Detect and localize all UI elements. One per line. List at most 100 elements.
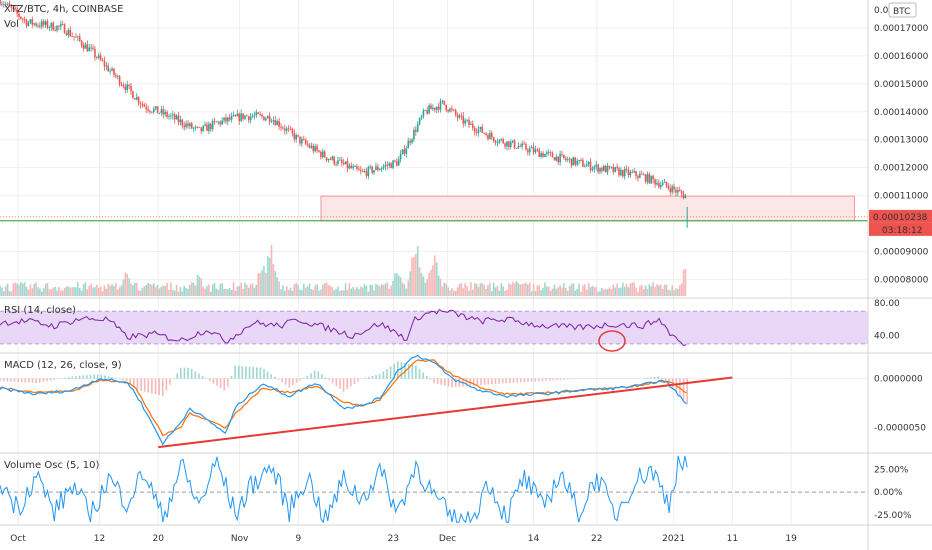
macd-histogram-bar xyxy=(653,376,656,379)
candle xyxy=(164,109,166,117)
candle xyxy=(380,166,383,172)
volume-bar xyxy=(603,289,605,296)
candle xyxy=(684,193,687,199)
volume-bar xyxy=(563,283,565,296)
rsi-line[interactable] xyxy=(0,308,687,346)
candle xyxy=(441,99,444,104)
candle-body xyxy=(570,158,573,166)
candle-body xyxy=(498,139,501,143)
candle-body xyxy=(490,133,493,138)
candle-body xyxy=(111,68,113,71)
volume-bar xyxy=(67,286,70,296)
candle xyxy=(359,166,362,175)
candle xyxy=(409,138,411,146)
macd-histogram-bar xyxy=(686,378,688,405)
rsi-pane[interactable]: 80.00 40.00 xyxy=(0,299,900,346)
volume-bar xyxy=(219,283,222,296)
candle-body xyxy=(128,84,130,87)
volume-bar xyxy=(37,287,39,296)
candle xyxy=(650,175,653,185)
volume-osc-pane[interactable]: 25.00% 0.00% -25.00% xyxy=(0,455,912,524)
candle xyxy=(80,40,83,48)
volume-bar xyxy=(88,285,91,296)
candle-body xyxy=(422,110,425,117)
macd-histogram-bar xyxy=(389,366,392,379)
candle xyxy=(145,103,148,114)
candle xyxy=(496,138,499,147)
candle xyxy=(242,113,244,121)
candle xyxy=(352,163,354,171)
macd-histogram-bar xyxy=(418,369,421,379)
macd-trendline[interactable] xyxy=(158,376,733,449)
candle-body xyxy=(143,104,146,107)
countdown-tag[interactable] xyxy=(869,222,932,236)
price-axis[interactable]: 0.00017000 0.00016000 0.00015000 0.00014000… xyxy=(869,24,932,285)
volume-bar xyxy=(156,284,159,296)
candle-body xyxy=(663,181,666,183)
candle xyxy=(194,125,197,131)
candle xyxy=(253,111,256,120)
volume-bar xyxy=(593,287,596,296)
time-axis[interactable]: Oct 12 20 Nov 9 23 Dec 14 22 2021 11 19 xyxy=(10,534,797,544)
volume-bar xyxy=(130,283,132,296)
candle-body xyxy=(492,137,495,142)
volume-bar xyxy=(490,291,493,296)
volume-bar xyxy=(242,289,244,296)
candle xyxy=(521,140,523,150)
candle xyxy=(67,27,70,38)
candle-body xyxy=(261,114,263,117)
candle xyxy=(251,113,254,119)
macd-line[interactable] xyxy=(0,354,687,446)
candle-body xyxy=(513,140,516,149)
candle-body xyxy=(377,166,379,170)
candle xyxy=(392,160,394,170)
macd-histogram-bar xyxy=(505,378,508,384)
price-candles[interactable] xyxy=(0,0,688,228)
candle xyxy=(206,121,208,132)
volume-bar xyxy=(623,286,626,296)
candle-body xyxy=(530,147,533,149)
candle xyxy=(654,178,656,188)
candle-body xyxy=(401,149,404,154)
candle-body xyxy=(94,48,96,58)
macd-histogram-bar xyxy=(350,378,352,387)
candle-body xyxy=(635,171,637,177)
candle xyxy=(597,163,599,175)
macd-histogram-bar xyxy=(375,375,377,379)
candle xyxy=(303,135,305,141)
macd-histogram-bar xyxy=(422,372,424,379)
candle xyxy=(342,158,345,166)
candle-body xyxy=(620,169,622,176)
volume-bar xyxy=(547,286,550,296)
macd-histogram-bar xyxy=(436,378,439,384)
candle-body xyxy=(684,195,687,199)
volume-osc-line[interactable] xyxy=(0,455,688,524)
candle-body xyxy=(394,160,396,162)
candle-body xyxy=(321,151,324,158)
candle-body xyxy=(149,110,151,112)
volume-bar xyxy=(447,287,449,296)
candle-body xyxy=(299,136,301,144)
resistance-zone[interactable] xyxy=(0,195,868,222)
candle xyxy=(103,56,106,71)
candle xyxy=(134,97,136,100)
volume-bar xyxy=(21,283,24,296)
volume-bar xyxy=(170,282,172,296)
volume-bar xyxy=(177,291,180,296)
candle-body xyxy=(230,115,233,120)
volume-bar xyxy=(367,291,370,296)
currency-badge[interactable] xyxy=(888,2,917,18)
candle xyxy=(614,166,616,173)
volume-bar xyxy=(115,282,117,296)
volume-bar xyxy=(107,283,110,296)
candle xyxy=(528,145,531,156)
volume-bar xyxy=(407,280,410,296)
last-price-tag[interactable] xyxy=(869,209,932,223)
candle xyxy=(627,166,630,179)
candle xyxy=(327,158,330,163)
volume-bar xyxy=(247,287,250,296)
macd-pane[interactable]: 0.0000000 -0.0000050 xyxy=(0,354,926,449)
candle-body xyxy=(407,140,410,149)
candle xyxy=(667,182,670,191)
